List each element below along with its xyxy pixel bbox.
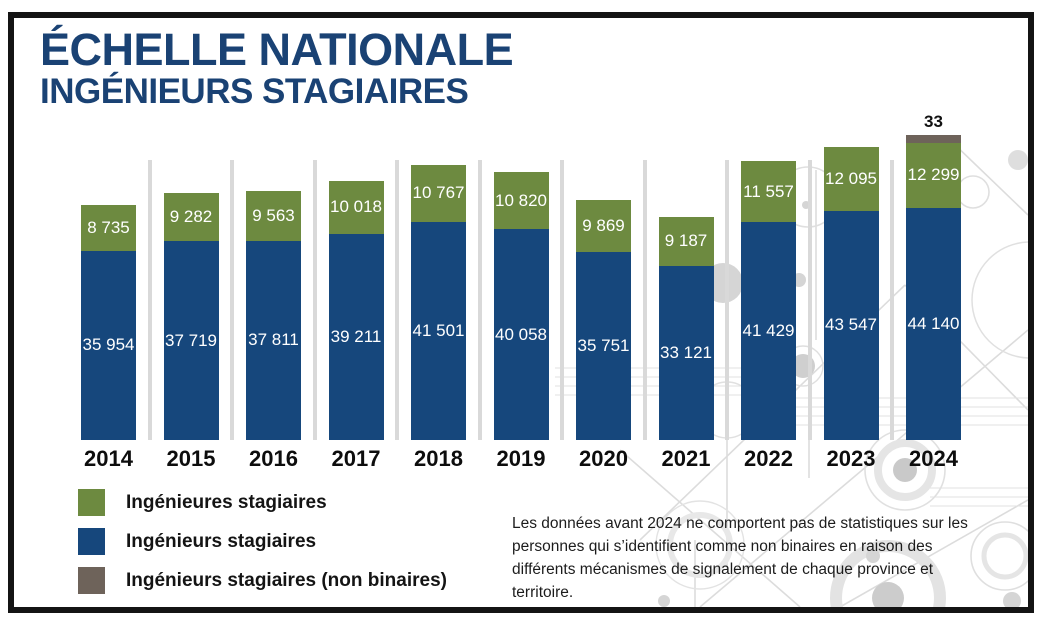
stacked-bar-2018: 10 767 41 501 (411, 164, 466, 440)
male-segment: 44 140 (906, 207, 961, 440)
legend-label: Ingénieures stagiaires (126, 491, 327, 513)
male-segment: 37 719 (163, 241, 219, 440)
female-segment: 9 563 (246, 190, 301, 241)
female-value-label: 9 563 (252, 205, 295, 225)
stacked-bar-2019: 10 820 40 058 (493, 172, 549, 440)
female-value-label: 9 187 (664, 231, 708, 251)
data-footnote: Les données avant 2024 ne comportent pas… (512, 515, 968, 601)
stacked-bar-2020: 9 869 35 751 (576, 199, 631, 440)
bar-separator (477, 160, 482, 440)
female-value-label: 10 820 (495, 190, 547, 210)
male-value-label: 44 140 (907, 313, 960, 333)
bar-separator (890, 160, 895, 440)
page-subtitle: INGÉNIEURS STAGIAIRES (40, 72, 469, 112)
female-value-label: 9 869 (582, 215, 625, 235)
male-segment: 40 058 (493, 229, 549, 440)
male-segment: 41 501 (411, 221, 466, 440)
male-segment: 43 547 (823, 210, 879, 440)
legend-label: Ingénieurs stagiaires (126, 530, 317, 552)
nonbinary-value-label: 33 (924, 111, 943, 131)
stacked-bar-2022: 11 557 41 429 (741, 161, 796, 440)
male-value-label: 41 429 (742, 320, 795, 340)
year-label-2018: 2018 (414, 446, 463, 471)
female-value-label: 10 018 (330, 197, 382, 217)
stacked-bar-2017: 10 018 39 211 (328, 180, 384, 440)
female-value-label: 8 735 (87, 217, 130, 237)
bar-separator (230, 160, 235, 440)
male-segment: 35 751 (576, 251, 631, 440)
legend-item-female-interns: Ingénieures stagiaires (78, 489, 447, 516)
year-label-2014: 2014 (84, 446, 133, 471)
male-value-label: 43 547 (825, 315, 877, 335)
bar-separator (312, 160, 317, 440)
year-label-2019: 2019 (496, 446, 546, 471)
green-swatch-icon (78, 489, 105, 516)
page-title: ÉCHELLE NATIONALE (40, 24, 514, 75)
female-value-label: 9 282 (169, 207, 213, 227)
bar-separator (147, 160, 152, 440)
bar-separator (807, 160, 812, 440)
gray-swatch-icon (78, 567, 105, 594)
male-value-label: 41 501 (412, 320, 465, 340)
stacked-bar-2015: 9 282 37 719 (163, 192, 219, 440)
year-label-2016: 2016 (249, 446, 298, 471)
year-label-2022: 2022 (744, 446, 793, 471)
female-segment: 10 767 (411, 164, 466, 222)
female-value-label: 10 767 (412, 183, 465, 203)
male-segment: 39 211 (328, 233, 384, 440)
male-value-label: 37 811 (248, 330, 299, 350)
stacked-bar-2024: 12 299 44 140 (906, 134, 961, 440)
legend-item-nonbinary-interns: Ingénieurs stagiaires (non binaires) (78, 567, 447, 594)
year-label-2024: 2024 (909, 446, 958, 471)
stacked-bar-2023: 12 095 43 547 (823, 147, 879, 440)
nonbinary-segment (906, 134, 961, 143)
stacked-bar-2021: 9 187 33 121 (658, 217, 714, 440)
male-value-label: 39 211 (330, 326, 382, 346)
legend-label: Ingénieurs stagiaires (non binaires) (126, 569, 447, 591)
female-segment: 8 735 (81, 204, 136, 251)
female-value-label: 11 557 (743, 181, 794, 201)
stacked-bar-2014: 8 735 35 954 (81, 204, 136, 440)
female-segment: 11 557 (741, 161, 796, 222)
year-label-2017: 2017 (331, 446, 381, 471)
bar-separator (560, 160, 565, 440)
female-segment: 12 095 (823, 147, 879, 211)
male-segment: 37 811 (246, 240, 301, 440)
stacked-bar-2016: 9 563 37 811 (246, 190, 301, 440)
legend-item-male-interns: Ingénieurs stagiaires (78, 528, 447, 555)
bar-separator (395, 160, 400, 440)
female-segment: 10 018 (328, 180, 384, 234)
male-value-label: 40 058 (495, 324, 547, 344)
female-segment: 9 282 (163, 192, 219, 242)
male-value-label: 35 751 (577, 335, 630, 355)
female-value-label: 12 095 (825, 168, 877, 188)
male-segment: 35 954 (81, 250, 136, 440)
title-block: ÉCHELLE NATIONALE INGÉNIEURS STAGIAIRES (40, 24, 514, 112)
year-label-2023: 2023 (826, 446, 876, 471)
female-segment: 12 299 (906, 142, 961, 208)
male-value-label: 35 954 (82, 335, 135, 355)
male-value-label: 37 719 (165, 330, 217, 350)
female-segment: 9 187 (658, 217, 714, 266)
year-label-2021: 2021 (661, 446, 711, 471)
year-label-2015: 2015 (166, 446, 216, 471)
bar-separator (642, 160, 647, 440)
female-value-label: 12 299 (907, 165, 960, 185)
chart-legend: Ingénieures stagiaires Ingénieurs stagia… (78, 489, 447, 606)
female-segment: 10 820 (493, 172, 549, 230)
male-segment: 33 121 (658, 265, 714, 440)
female-segment: 9 869 (576, 199, 631, 252)
male-value-label: 33 121 (660, 342, 712, 362)
blue-swatch-icon (78, 528, 105, 555)
bar-separator (725, 160, 730, 440)
male-segment: 41 429 (741, 221, 796, 440)
year-label-2020: 2020 (579, 446, 628, 471)
